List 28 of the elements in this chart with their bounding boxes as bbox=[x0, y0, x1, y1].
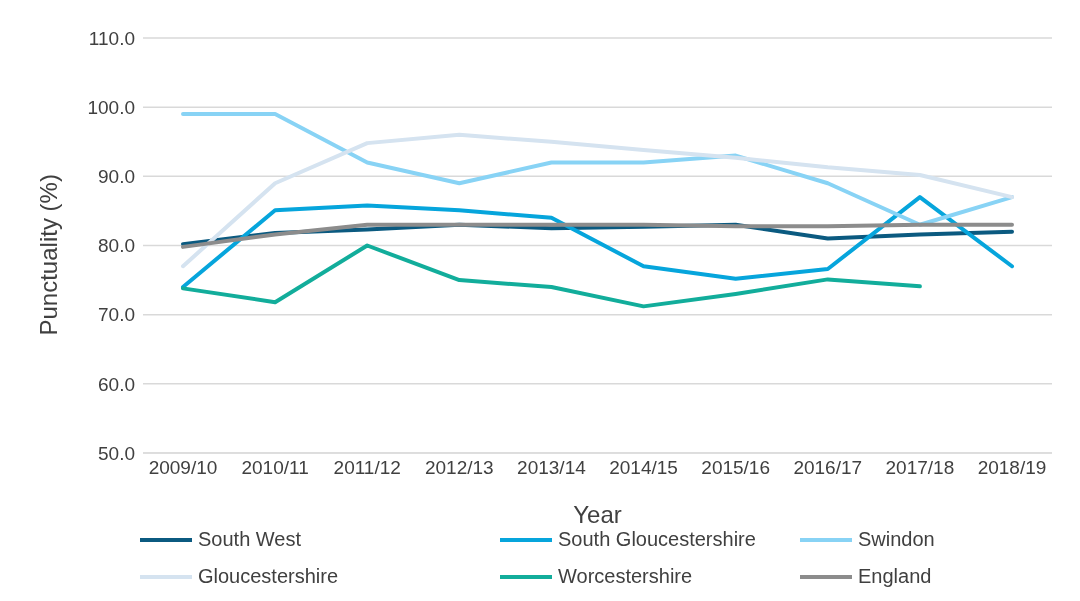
legend-label: Worcestershire bbox=[558, 565, 693, 588]
legend-label: England bbox=[858, 565, 932, 588]
x-tick-label: 2010/11 bbox=[241, 457, 309, 479]
x-tick-label: 2017/18 bbox=[885, 457, 955, 479]
y-tick-label: 60.0 bbox=[98, 373, 135, 395]
y-tick-label: 90.0 bbox=[98, 166, 135, 188]
y-tick-label: 80.0 bbox=[98, 235, 135, 257]
y-tick-label: 100.0 bbox=[87, 96, 135, 118]
x-tick-label: 2018/19 bbox=[977, 457, 1047, 479]
y-tick-label: 50.0 bbox=[98, 442, 135, 464]
x-axis-title: Year bbox=[573, 501, 622, 528]
x-tick-label: 2012/13 bbox=[424, 457, 494, 479]
line-series bbox=[181, 132, 1014, 269]
x-tick-label: 2016/17 bbox=[793, 457, 863, 479]
x-tick-label: 2011/12 bbox=[333, 457, 401, 479]
y-tick-label: 70.0 bbox=[98, 304, 135, 326]
line-series bbox=[181, 195, 1014, 289]
legend-label: Gloucestershire bbox=[198, 565, 339, 588]
legend-label: South West bbox=[198, 528, 302, 551]
line-series bbox=[181, 243, 922, 309]
x-tick-label: 2013/14 bbox=[517, 457, 587, 479]
x-tick-label: 2015/16 bbox=[701, 457, 771, 479]
legend-label: Swindon bbox=[858, 528, 935, 551]
y-axis-title: Punctuality (%) bbox=[34, 174, 62, 336]
y-tick-label: 110.0 bbox=[88, 27, 135, 49]
x-tick-label: 2009/10 bbox=[148, 457, 218, 479]
x-tick-label: 2014/15 bbox=[609, 457, 678, 479]
legend-label: South Gloucestershire bbox=[558, 528, 756, 551]
